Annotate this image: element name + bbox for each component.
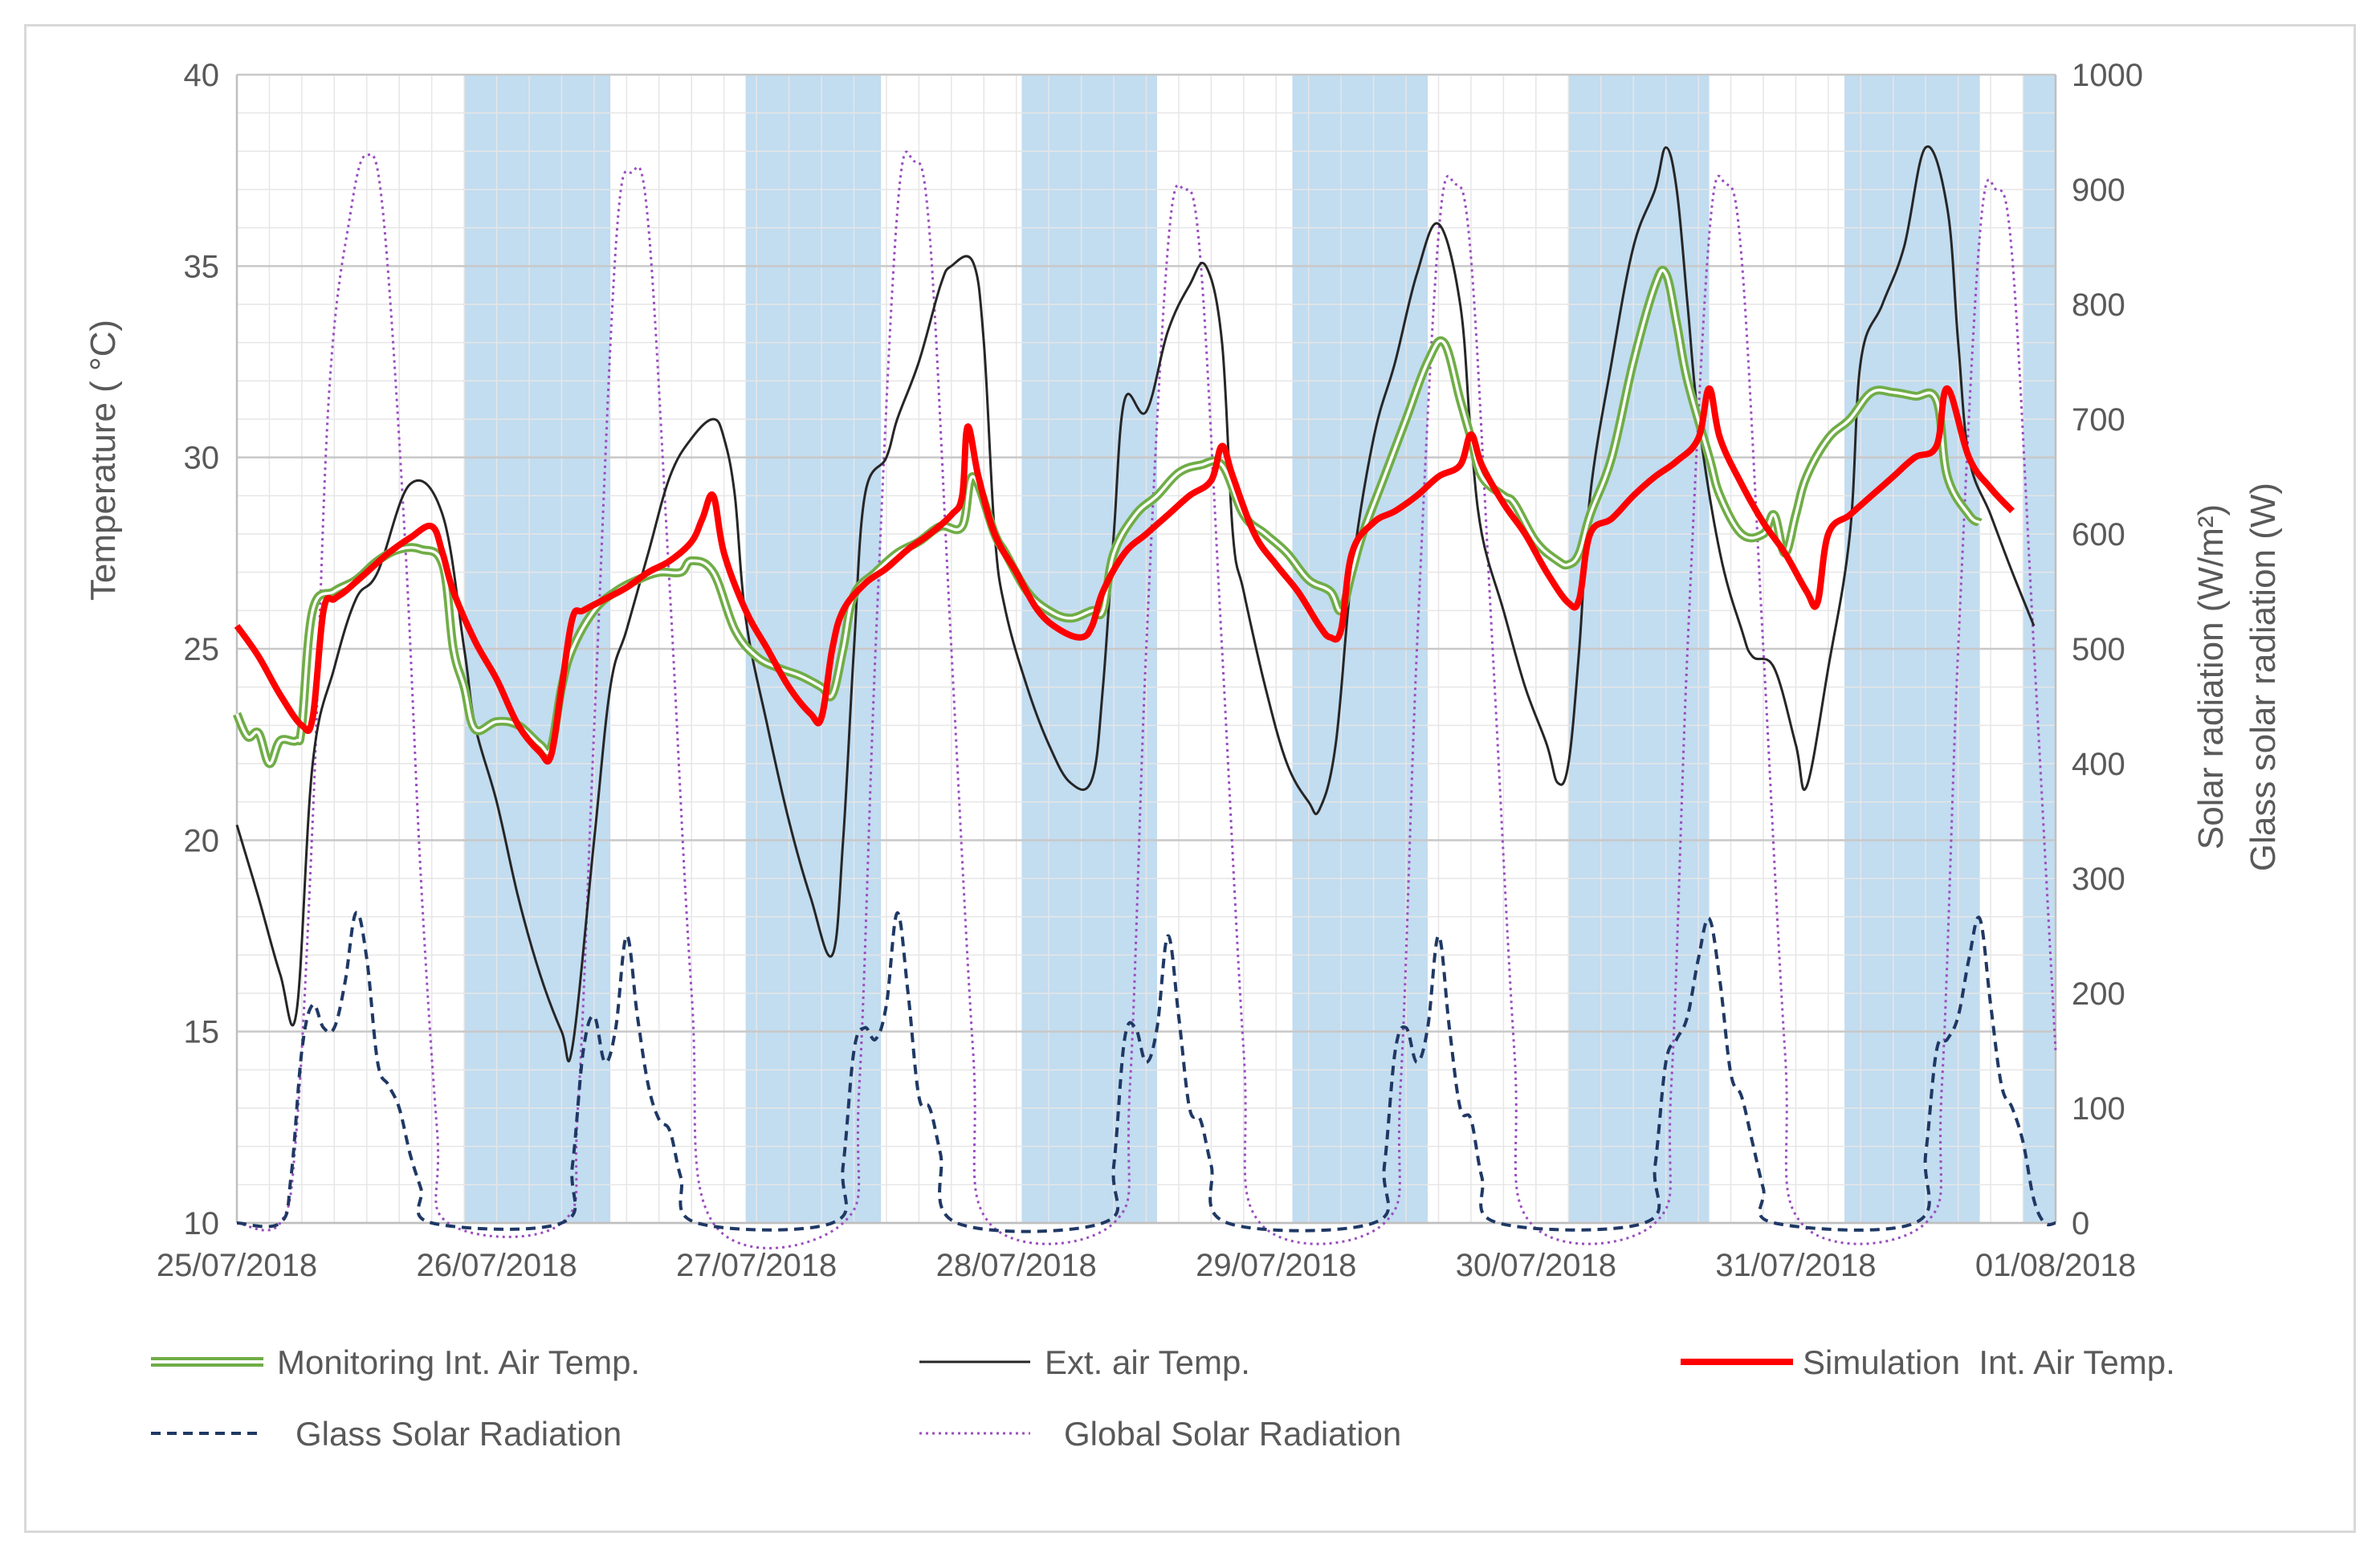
y-left-tick-label: 20 (184, 823, 220, 858)
y-right-tick-label: 0 (2072, 1206, 2089, 1241)
legend-label-simulation: Simulation Int. Air Temp. (1803, 1343, 2175, 1381)
y-right-tick-label: 500 (2072, 632, 2125, 667)
y-left-axis-title: Temperature ( °C) (84, 320, 123, 601)
y-right-tick-label: 800 (2072, 287, 2125, 323)
legend-item-global: Global Solar Radiation (919, 1415, 1401, 1453)
y-right-tick-label: 900 (2072, 173, 2125, 208)
y-right-tick-label: 400 (2072, 747, 2125, 782)
series-global-solar-radiation (236, 150, 2057, 1249)
x-tick-label: 25/07/2018 (157, 1248, 317, 1283)
temperature-radiation-chart: 1015202530354001002003004005006007008009… (84, 58, 2283, 1453)
y-left-tick-label: 15 (184, 1015, 220, 1050)
x-tick-label: 29/07/2018 (1196, 1248, 1356, 1283)
x-tick-label: 28/07/2018 (936, 1248, 1097, 1283)
legend-label-monitoring: Monitoring Int. Air Temp. (277, 1343, 640, 1381)
series-lines (232, 145, 2057, 1249)
x-tick-label: 30/07/2018 (1456, 1248, 1616, 1283)
legend: Monitoring Int. Air Temp. Ext. air Temp.… (151, 1343, 2175, 1453)
x-tick-label: 26/07/2018 (416, 1248, 577, 1283)
legend-item-simulation: Simulation Int. Air Temp. (1681, 1343, 2175, 1381)
y-right-tick-label: 1000 (2072, 58, 2143, 93)
y-left-tick-label: 40 (184, 58, 220, 93)
legend-label-glass: Glass Solar Radiation (295, 1415, 621, 1453)
y-right-tick-label: 700 (2072, 402, 2125, 438)
y-right-tick-label: 600 (2072, 517, 2125, 552)
y-left-tick-label: 10 (184, 1206, 220, 1241)
y-right-tick-label: 200 (2072, 976, 2125, 1012)
axis-titles: Temperature ( °C) Solar radiation (W/m²)… (84, 320, 2283, 871)
x-tick-label: 01/08/2018 (1975, 1248, 2136, 1283)
legend-item-glass: Glass Solar Radiation (151, 1415, 621, 1453)
tick-labels: 1015202530354001002003004005006007008009… (157, 58, 2143, 1283)
y-right-axis-title-line1: Solar radiation (W/m²) (2191, 504, 2231, 850)
y-left-tick-label: 25 (184, 632, 220, 667)
series-simulation-int-air-temp (234, 385, 2015, 765)
series-ext-air-temp (235, 145, 2036, 1062)
x-tick-label: 27/07/2018 (676, 1248, 837, 1283)
gridlines (236, 73, 2056, 1225)
series-monitoring-int-air-temp-inner (235, 268, 1981, 765)
legend-item-ext-air: Ext. air Temp. (919, 1343, 1250, 1381)
y-right-axis-title-line2: Glass solar radiation (W) (2243, 483, 2283, 871)
y-left-tick-label: 35 (184, 249, 220, 284)
legend-label-ext-air: Ext. air Temp. (1045, 1343, 1250, 1381)
legend-item-monitoring: Monitoring Int. Air Temp. (151, 1343, 640, 1381)
x-tick-label: 31/07/2018 (1715, 1248, 1876, 1283)
chart-frame: 10 15 20 25 30 35 40 0 100 200 300 400 500 600 700 800 9… (24, 24, 2356, 1533)
y-right-tick-label: 300 (2072, 862, 2125, 897)
y-left-tick-label: 30 (184, 441, 220, 476)
y-right-tick-label: 100 (2072, 1091, 2125, 1127)
legend-label-global: Global Solar Radiation (1064, 1415, 1401, 1453)
series-glass-solar-radiation (236, 911, 2056, 1233)
